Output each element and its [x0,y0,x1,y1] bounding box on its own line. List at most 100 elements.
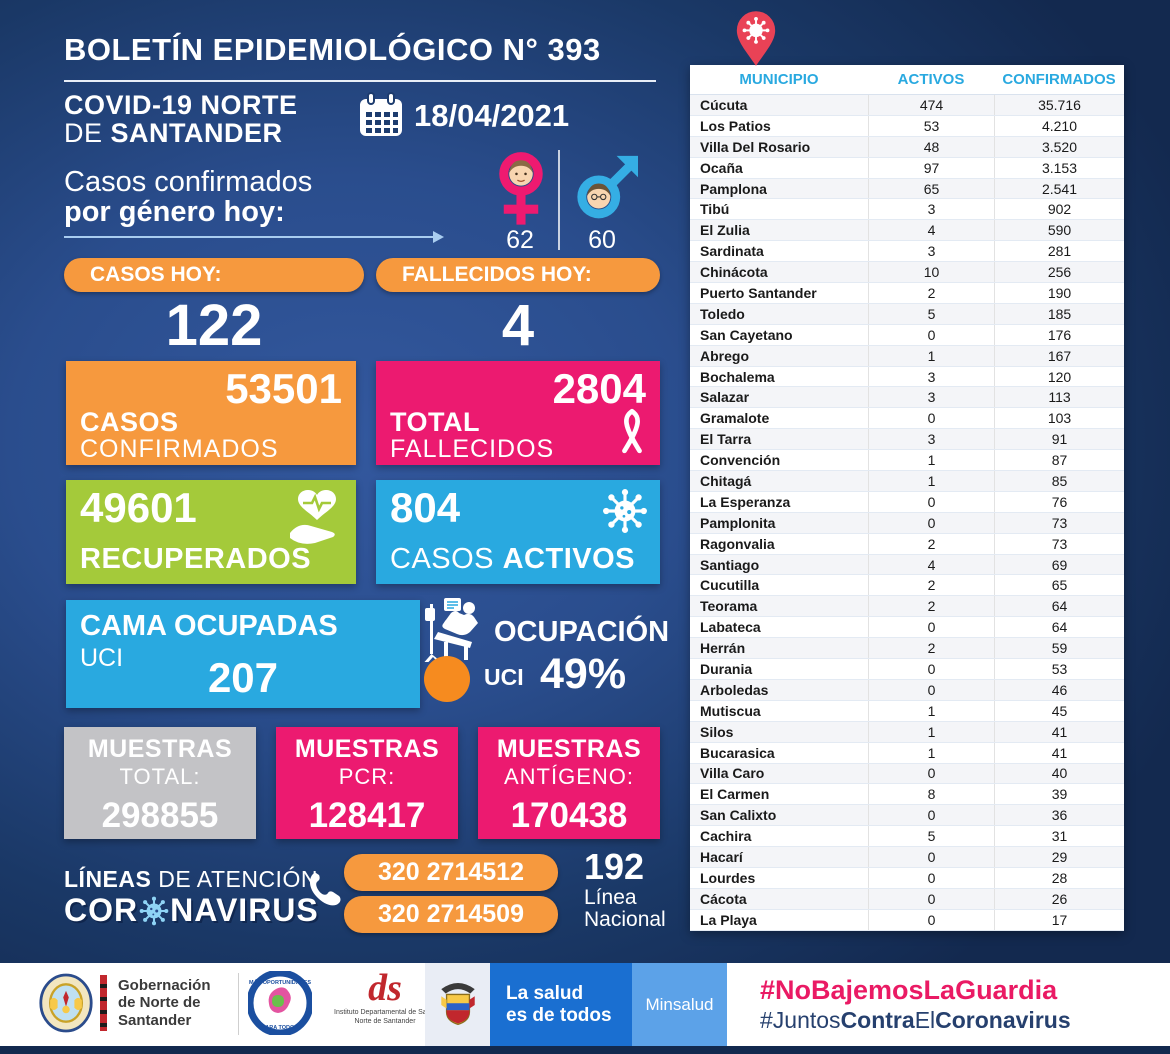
deaths-today-pill: FALLECIDOS HOY: [376,258,660,292]
deaths-total-card: 2804 TOTAL FALLECIDOS [376,361,660,465]
table-row: Sardinata 3 281 [690,241,1124,263]
oportunidades-text-bottom: PARA TODOS [262,1025,298,1031]
gobernacion-line1: Gobernación [118,977,211,994]
municipio-cell: El Carmen [700,786,770,803]
confirmados-cell: 69 [994,554,1124,575]
male-count: 60 [588,226,616,254]
oportunidades-text-top: MÁS OPORTUNIDADES [249,979,311,986]
activos-cell: 1 [868,700,994,721]
table-body: Cúcuta 474 35.716 Los Patios 53 4.210 Villa De… [690,95,1124,931]
municipio-cell: Cúcuta [700,96,748,113]
activos-cell: 2 [868,533,994,554]
phone-icon [309,872,341,906]
confirmados-cell: 256 [994,262,1124,283]
confirmados-cell: 3.520 [994,136,1124,157]
activos-cell: 53 [868,115,994,136]
page-title: BOLETÍN EPIDEMIOLÓGICO N° 393 [64,32,601,67]
municipio-cell: Pamplonita [700,514,776,531]
deaths-label-1: TOTAL [390,407,480,437]
confirmados-cell: 167 [994,345,1124,366]
municipio-cell: Teorama [700,598,758,615]
active-cases-card: 804 CASOS ACTIVOS [376,480,660,584]
municipio-cell: Cácota [700,890,747,907]
minsalud-slogan-line2: es de todos [506,1004,612,1026]
hashtag-no-bajemos: #NoBajemosLaGuardia [760,975,1058,1005]
confirmados-cell: 28 [994,867,1124,888]
confirmados-cell: 41 [994,742,1124,763]
confirmados-cell: 36 [994,805,1124,826]
confirmados-cell: 281 [994,241,1124,262]
uci-beds-value: 207 [207,654,279,701]
samples-pcr-sub: PCR: [338,764,396,789]
confirmados-cell: 176 [994,324,1124,345]
municipio-cell: Cucutilla [700,577,760,594]
confirmados-cell: 31 [994,826,1124,847]
region-line2-light: DE [64,118,111,148]
activos-cell: 97 [868,157,994,178]
confirmados-cell: 73 [994,512,1124,533]
activos-cell: 0 [868,805,994,826]
hotline-caption-light: DE ATENCIÓN [158,866,318,892]
confirmados-cell: 85 [994,471,1124,491]
flag-stripe [100,975,107,1031]
activos-cell: 2 [868,575,994,596]
gobernacion-name: Gobernación de Norte de Santander [118,977,211,1029]
ids-caption: Instituto Departamental de Salud Norte d… [330,1009,440,1027]
national-line-value: 192 [584,846,645,887]
table-row: Silos 1 41 [690,721,1124,743]
activos-cell: 65 [868,178,994,199]
activos-cell: 0 [868,617,994,638]
gobernacion-crest-icon [39,973,93,1033]
municipio-cell: Labateca [700,619,761,636]
confirmados-cell: 4.210 [994,115,1124,136]
municipio-cell: La Esperanza [700,493,791,510]
municipio-cell: Sardinata [700,243,764,260]
region-line2-bold: SANTANDER [110,118,283,148]
column-header-confirmados: CONFIRMADOS [1002,71,1116,88]
column-header-activos: ACTIVOS [897,71,965,88]
activos-cell: 0 [868,491,994,512]
confirmados-cell: 35.716 [994,95,1124,115]
coronavirus-wordmark: COR NAVIRUS [64,892,319,929]
activos-cell: 1 [868,742,994,763]
calendar-icon [360,92,402,136]
ribbon-icon [622,408,642,454]
table-row: Cácota 0 26 [690,888,1124,910]
municipio-cell: El Zulia [700,222,750,239]
table-row: Villa Del Rosario 48 3.520 [690,136,1124,158]
hotline-caption-bold: LÍNEAS [64,866,159,892]
activos-cell: 5 [868,826,994,847]
municipio-cell: San Calixto [700,807,777,824]
activos-cell: 0 [868,867,994,888]
activos-cell: 0 [868,888,994,909]
oportunidades-logo-icon: MÁS OPORTUNIDADES PARA TODOS [248,971,312,1035]
table-row: Puerto Santander 2 190 [690,283,1124,304]
table-row: El Zulia 4 590 [690,220,1124,242]
samples-total-value: 298855 [101,796,219,835]
region-title-line2: DE SANTANDER [64,118,283,149]
table-row: Durania 0 53 [690,659,1124,680]
male-icon [577,155,638,219]
recovered-label: RECUPERADOS [80,543,312,575]
region-title-line1: COVID-19 NORTE [64,90,298,120]
hashtag-juntos-contra: #JuntosContraElCoronavirus [760,1007,1071,1034]
confirmados-cell: 120 [994,366,1124,387]
gender-caption-line2: por género hoy: [64,196,285,228]
deaths-today-value: 4 [501,293,535,358]
table-row: Cúcuta 474 35.716 [690,95,1124,116]
activos-cell: 0 [868,847,994,867]
hashtag2-juntos: Juntos [772,1006,841,1033]
confirmados-cell: 91 [994,429,1124,450]
activos-cell: 1 [868,471,994,491]
table-row: Bochalema 3 120 [690,366,1124,388]
virus-icon [603,489,647,533]
wordmark-suffix: NAVIRUS [170,892,319,928]
table-row: Los Patios 53 4.210 [690,115,1124,137]
activos-cell: 4 [868,554,994,575]
table-row: La Esperanza 0 76 [690,491,1124,513]
bulletin-date: 18/04/2021 [414,98,570,133]
confirmados-cell: 53 [994,659,1124,679]
female-icon [499,152,543,225]
occupancy-label: OCUPACIÓN [494,616,670,648]
gender-caption-line1: Casos confirmados [64,166,313,198]
